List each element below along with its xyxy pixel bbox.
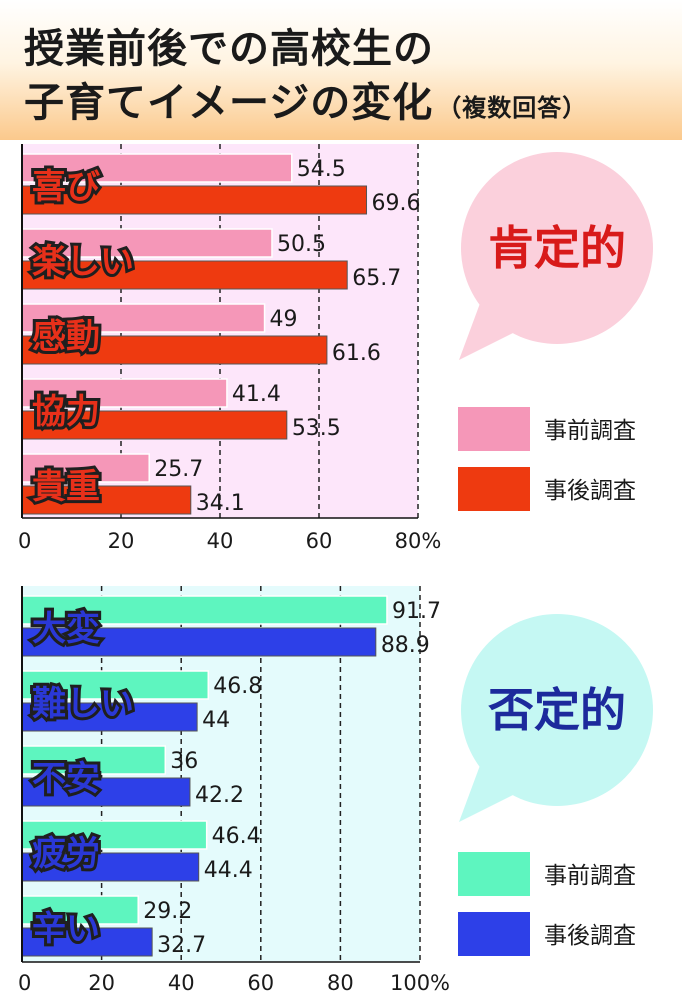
chart2-value-label-pre: 46.4 [212, 824, 261, 849]
chart1-bar-post [21, 335, 328, 365]
chart1-category-label: 感動 [32, 317, 100, 357]
chart1-value-label-pre: 54.5 [297, 157, 346, 182]
chart1-value-label-pre: 41.4 [232, 382, 281, 407]
chart2-value-label-post: 42.2 [195, 783, 244, 808]
chart1-value-label-pre: 25.7 [154, 457, 203, 482]
chart1-value-label-pre: 49 [270, 307, 298, 332]
chart2-value-label-post: 88.9 [381, 633, 430, 658]
chart2-bar-pre [21, 670, 210, 700]
chart1-value-label-post: 34.1 [196, 491, 245, 516]
chart2-tick-label: 20 [88, 971, 115, 995]
chart2-category-label: 不安 [32, 759, 100, 799]
page-title-line-1: 授業前後での高校生の [24, 26, 434, 72]
chart2-bar-post [21, 702, 198, 732]
chart1-group-label: 肯定的 [488, 221, 626, 275]
chart1-value-label-pre: 50.5 [277, 232, 326, 257]
chart2-category-label: 疲労 [32, 834, 100, 874]
chart2-value-label-pre: 91.7 [392, 599, 441, 624]
chart2-value-label-pre: 36 [170, 749, 198, 774]
chart1-tick-label: 60 [306, 529, 333, 553]
chart1-bar-pre [21, 378, 228, 408]
chart1-legend-label: 事後調査 [544, 478, 636, 504]
chart2-category-label: 辛い [32, 909, 100, 949]
chart1-tick-label: 20 [108, 529, 135, 553]
chart2-bar-pre [21, 745, 167, 775]
chart1-value-label-post: 53.5 [292, 416, 341, 441]
chart1-category-label: 貴重 [32, 467, 100, 507]
chart2-speech-bubble [461, 614, 653, 806]
chart1-tick-label: 80% [395, 529, 442, 553]
chart2-category-label: 大変 [32, 609, 100, 649]
chart2-tick-label: 0 [18, 971, 31, 995]
chart1-bar-pre [21, 303, 266, 333]
chart1-bar-post [21, 185, 368, 215]
chart2-group-label: 否定的 [488, 683, 626, 737]
chart2-value-label-post: 44.4 [204, 858, 253, 883]
chart1-value-label-post: 69.6 [372, 191, 421, 216]
page-title-line-2-text: 子育てイメージの変化 [24, 80, 434, 126]
chart2-legend-swatch [458, 852, 530, 896]
chart1-bar-post [21, 485, 192, 515]
chart2-category-label: 難しい [32, 684, 134, 724]
chart2-bar-post [21, 852, 200, 882]
chart2-legend-label: 事前調査 [544, 863, 636, 889]
chart2-value-label-post: 44 [202, 708, 230, 733]
chart2-legend-label: 事後調査 [544, 923, 636, 949]
title-note: （複数回答） [437, 94, 588, 122]
chart2-bubble-tail [459, 760, 527, 822]
chart2-value-label-post: 32.7 [157, 933, 206, 958]
page-title-line-2: 子育てイメージの変化 （複数回答） [24, 70, 587, 128]
chart1-legend-swatch [458, 407, 530, 451]
chart1-category-label: 楽しい [32, 242, 134, 282]
chart1-value-label-post: 65.7 [352, 266, 401, 291]
chart1-category-label: 協力 [32, 392, 100, 432]
chart1-value-label-post: 61.6 [332, 341, 381, 366]
header-banner: 授業前後での高校生の 子育てイメージの変化 （複数回答） [0, 0, 682, 140]
chart1-legend-label: 事前調査 [544, 418, 636, 444]
chart2-bar-post [21, 777, 191, 807]
chart1-bar-post [21, 260, 348, 290]
chart1-speech-bubble [461, 152, 653, 344]
chart2-bar-post [21, 927, 153, 957]
chart2-tick-label: 40 [168, 971, 195, 995]
chart2-legend-swatch [458, 912, 530, 956]
chart1-category-label: 喜び [32, 167, 100, 207]
chart2-value-label-pre: 46.8 [213, 674, 262, 699]
chart1-bar-pre [21, 228, 273, 258]
chart1-tick-label: 0 [18, 529, 31, 553]
chart2-tick-label: 80 [327, 971, 354, 995]
chart2-tick-label: 60 [247, 971, 274, 995]
chart2-value-label-pre: 29.2 [143, 899, 192, 924]
chart1-bubble-tail [459, 298, 527, 360]
chart1-bar-pre [21, 453, 150, 483]
chart2-bar-pre [21, 895, 139, 925]
chart1-legend-swatch [458, 467, 530, 511]
chart1-tick-label: 40 [207, 529, 234, 553]
chart1-bar-post [21, 410, 288, 440]
chart2-bar-post [21, 627, 377, 657]
chart2-tick-label: 100% [390, 971, 450, 995]
